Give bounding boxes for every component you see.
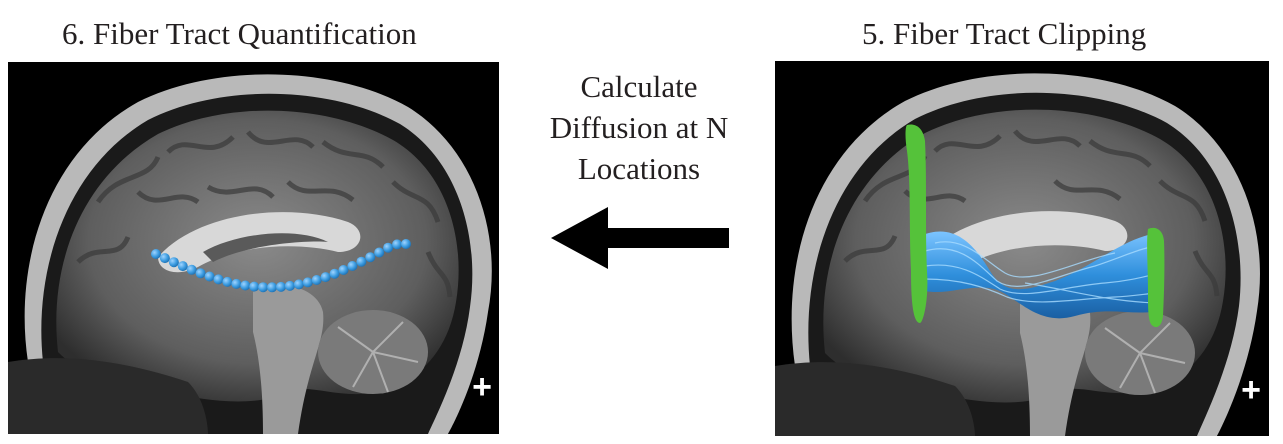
sample-point: [186, 264, 197, 275]
arrow-caption-line-1: Calculate: [580, 69, 698, 104]
mri-sagittal-clipping: +: [775, 61, 1269, 436]
sample-point: [374, 247, 385, 258]
sample-point: [365, 252, 376, 263]
sample-point: [302, 277, 313, 288]
fiber-sample-points: [151, 239, 411, 293]
sample-point: [311, 275, 322, 285]
sample-point: [213, 274, 224, 285]
sample-point: [347, 261, 358, 271]
sample-point: [168, 257, 179, 268]
sample-point: [392, 239, 403, 250]
mri-sagittal-quantification: +: [8, 62, 499, 434]
arrow-caption-line-2: Diffusion at N: [549, 110, 729, 145]
sample-point: [383, 242, 394, 253]
fiber-tract-bundle: [920, 231, 1161, 319]
sample-point: [159, 253, 170, 264]
arrow-caption-line-3: Locations: [577, 151, 701, 186]
sample-point: [204, 271, 215, 282]
right-panel-title: 5. Fiber Tract Clipping: [862, 16, 1147, 51]
sample-point: [249, 281, 260, 292]
sample-point: [151, 249, 161, 259]
orientation-marker-right: +: [1241, 371, 1261, 409]
left-arrow-icon: [551, 207, 729, 269]
sample-point: [222, 276, 233, 287]
sample-point: [401, 239, 411, 249]
sample-point: [240, 280, 251, 291]
sample-point: [276, 281, 286, 292]
arrow-caption: Calculate Diffusion at N Locations: [520, 66, 758, 189]
sample-point: [284, 280, 295, 291]
clipping-plane-anterior: [905, 124, 928, 324]
sample-point: [356, 256, 367, 267]
clipping-plane-posterior: [1147, 227, 1165, 328]
sample-point: [320, 272, 331, 283]
sample-point: [195, 268, 206, 279]
sample-point: [177, 261, 188, 272]
sample-point: [231, 278, 242, 289]
sample-point: [267, 282, 278, 293]
sample-point: [329, 268, 340, 279]
orientation-marker-left: +: [472, 368, 492, 406]
left-panel-title: 6. Fiber Tract Quantification: [62, 16, 417, 51]
sample-point: [338, 265, 349, 275]
sample-point: [258, 282, 269, 293]
sample-point: [293, 279, 304, 290]
